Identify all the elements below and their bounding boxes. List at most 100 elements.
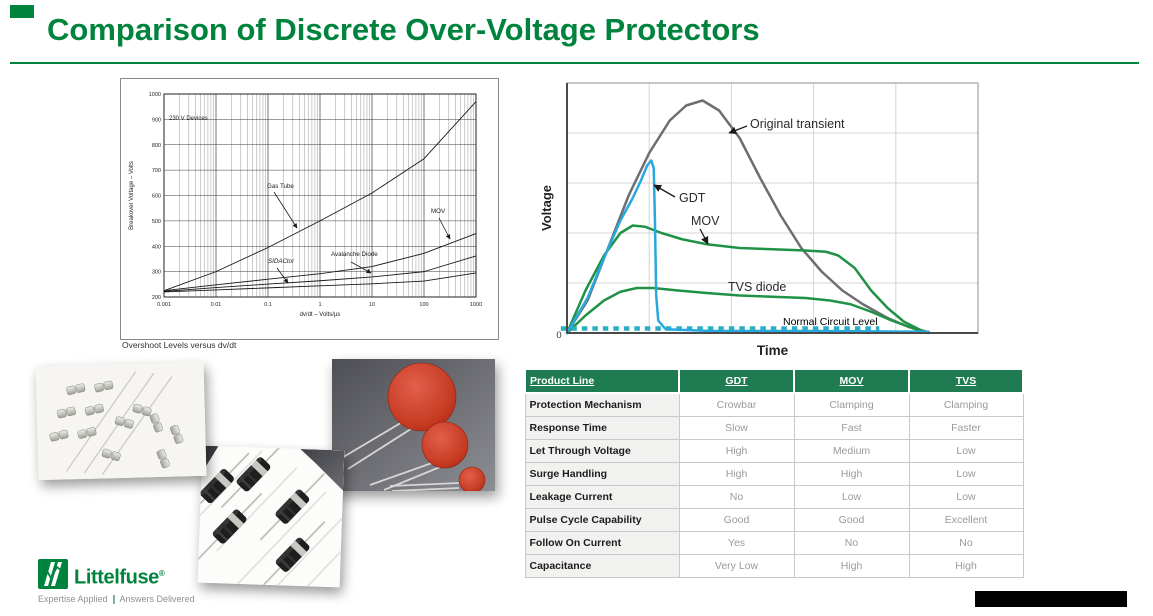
value-cell: Very Low (678, 554, 795, 578)
logo-tagline: Expertise Applied Answers Delivered (38, 594, 195, 604)
curve-tvs-diode (565, 286, 926, 335)
photo-corner-shadow (300, 448, 345, 491)
annotation-arrow (350, 261, 372, 274)
value-cell: Low (908, 439, 1024, 463)
label-gdt: GDT (679, 191, 706, 205)
annotation-arrow (728, 125, 748, 135)
origin-label: 0 (556, 330, 561, 341)
mov-photo-graphic (332, 359, 495, 494)
row-label-cell: Capacitance (524, 554, 680, 578)
y-tick-label: 300 (152, 270, 161, 276)
annotation-arrow (276, 267, 289, 284)
value-cell: Fast (793, 416, 910, 440)
y-tick-label: 700 (152, 168, 161, 174)
label-original-transient: Original transient (750, 117, 845, 131)
table-header-cell: MOV (793, 368, 910, 394)
y-axis-label: Breakover Voltage – Volts (129, 161, 135, 230)
mov-lead-wires (339, 420, 460, 492)
curve-original-transient (565, 99, 930, 335)
x-tick-label: 0.001 (157, 302, 171, 308)
series-label: Avalanche Diode (331, 251, 378, 258)
curve-avalanche-diode (163, 255, 477, 292)
value-cell: High (793, 462, 910, 486)
row-label-cell: Surge Handling (524, 462, 680, 486)
value-cell: Faster (908, 416, 1024, 440)
y-tick-label: 800 (152, 143, 161, 149)
mov-product-photo (332, 359, 495, 494)
annotation-arrow (273, 191, 298, 229)
value-cell: Clamping (908, 392, 1024, 417)
value-cell: Clamping (793, 392, 910, 417)
x-tick-label: 0.01 (211, 302, 222, 308)
y-tick-label: 600 (152, 194, 161, 200)
diode-lead-wires (199, 450, 343, 587)
x-tick-label: 1000 (470, 302, 482, 308)
x-tick-label: 1 (318, 302, 321, 308)
transient-response-chart: Voltage Time 0 Original transient GDT MOV TVS … (539, 75, 990, 365)
transient-response-chart-svg: Voltage Time 0 Original transient GDT MOV TVS … (539, 82, 979, 358)
value-cell: Crowbar (678, 392, 795, 417)
value-cell: High (678, 439, 795, 463)
table-header-row: Product Line GDT MOV TVS (524, 368, 1024, 394)
curve-mov (163, 233, 477, 292)
y-tick-label: 900 (152, 117, 161, 123)
table-row: Let Through Voltage High Medium Low (524, 439, 1024, 463)
tagline-divider (112, 594, 115, 604)
littelfuse-wordmark: Littelfuse® (74, 566, 165, 589)
corner-accent-block (10, 5, 34, 18)
value-cell: Good (793, 508, 910, 532)
table-row: Surge Handling High High Low (524, 462, 1024, 486)
comparison-table-body: Protection Mechanism Crowbar Clamping Clamp… (524, 392, 1024, 578)
row-label-cell: Let Through Voltage (524, 439, 680, 463)
series-label: Gas Tube (267, 183, 294, 190)
value-cell: Slow (678, 416, 795, 440)
gdt-photo-graphic (35, 361, 207, 481)
x-tick-label: 0.1 (264, 302, 272, 308)
row-label-cell: Protection Mechanism (524, 392, 680, 417)
row-label-cell: Response Time (524, 416, 680, 440)
tagline-answers: Answers Delivered (119, 594, 195, 604)
title-underline (10, 62, 1139, 64)
table-row: Response Time Slow Fast Faster (524, 416, 1024, 440)
value-cell: No (793, 531, 910, 555)
annotation-arrow (653, 184, 676, 198)
diode-photo-graphic (178, 434, 345, 595)
y-tick-label: 1000 (149, 92, 161, 98)
tvs-diode-product-photo (178, 434, 345, 595)
littelfuse-logo: Littelfuse® (38, 559, 165, 593)
page-title: Comparison of Discrete Over-Voltage Prot… (47, 12, 760, 47)
comparison-table-head: Product Line GDT MOV TVS (524, 368, 1024, 394)
series-label: SIDACtor (268, 258, 295, 265)
curve-sidactor (163, 272, 477, 293)
x-axis-label: dv/dt – Volts/µs (300, 312, 341, 318)
value-cell: High (908, 554, 1024, 578)
series-label: MOV (431, 208, 446, 215)
table-row: Capacitance Very Low High High (524, 554, 1024, 578)
mov-disc-large (387, 362, 457, 432)
table-header-cell: GDT (678, 368, 795, 394)
curve-gdt (565, 159, 930, 335)
overshoot-chart-caption: Overshoot Levels versus dv/dt (122, 340, 237, 350)
littelfuse-logo-icon (38, 559, 68, 589)
y-tick-label: 200 (152, 295, 161, 301)
value-cell: High (678, 462, 795, 486)
table-header-cell: Product Line (524, 368, 680, 394)
label-mov: MOV (691, 214, 720, 228)
table-header-cell: TVS (908, 368, 1024, 394)
comparison-table: Product Line GDT MOV TVS Protection Mechani… (524, 368, 1024, 578)
value-cell: Excellent (908, 508, 1024, 532)
redacted-footer-block (975, 591, 1127, 607)
value-cell: Yes (678, 531, 795, 555)
table-row: Follow On Current Yes No No (524, 531, 1024, 555)
curve-mov (565, 224, 930, 335)
gdt-product-photo (35, 361, 207, 481)
registered-mark: ® (158, 569, 165, 578)
overshoot-chart-svg: 200 300 400 500 600 700 800 900 1000 0.001 0.01 0.1… (129, 92, 482, 318)
y-tick-label: 400 (152, 244, 161, 250)
tagline-expertise: Expertise Applied (38, 594, 108, 604)
label-normal-circuit-level: Normal Circuit Level (783, 316, 878, 328)
overshoot-chart: 200 300 400 500 600 700 800 900 1000 0.001 0.01 0.1… (120, 78, 499, 340)
value-cell: Good (678, 508, 795, 532)
diode-photo-background (197, 445, 345, 588)
table-row: Pulse Cycle Capability Good Good Excellent (524, 508, 1024, 532)
